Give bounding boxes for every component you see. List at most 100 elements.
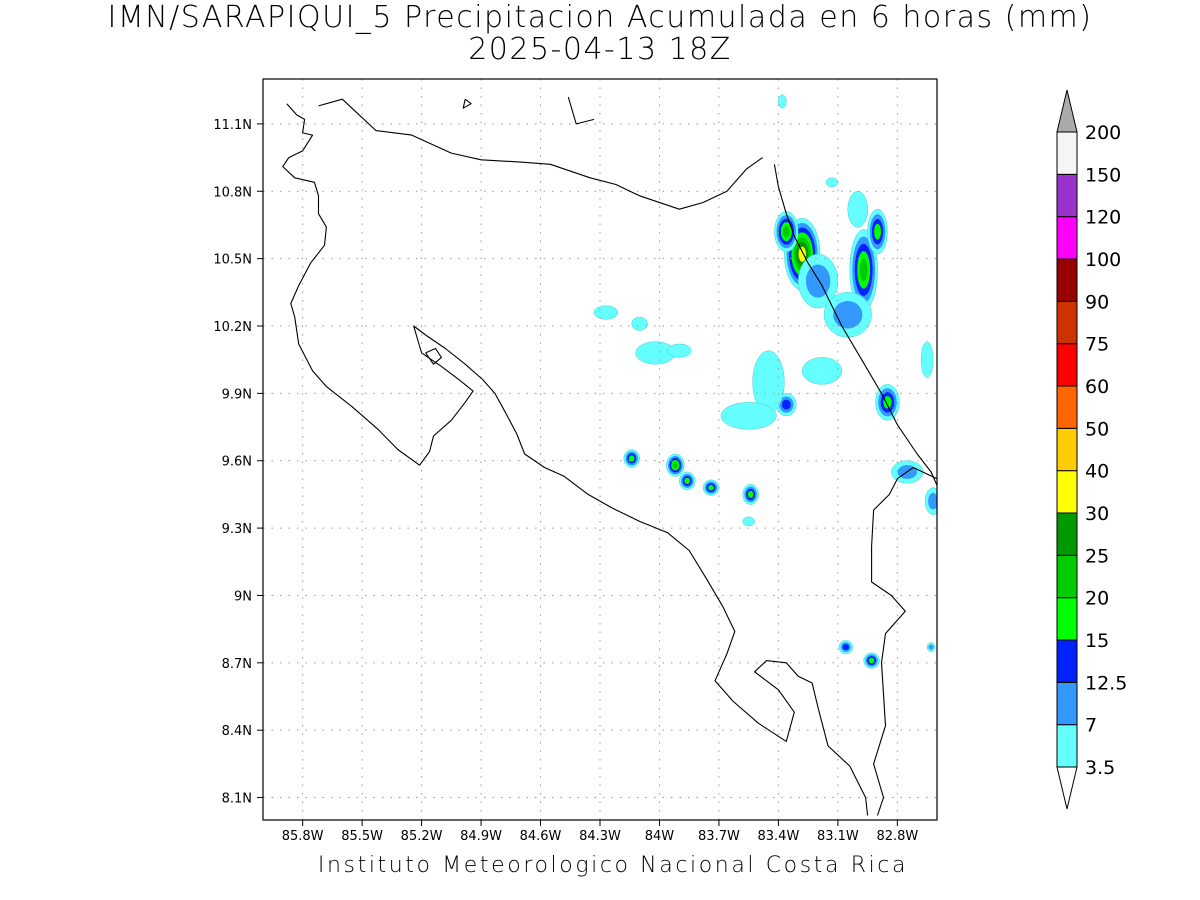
colorbar-legend: 3.5 7 12.5 15 20 25 30 40 50 60 75 90 100 120 150 200	[1056, 89, 1127, 810]
precip-cell	[778, 94, 787, 109]
country-border	[871, 466, 937, 816]
precip-contour-level-4	[874, 223, 881, 240]
colorbar-label: 75	[1085, 334, 1109, 356]
precip-contour-level-7	[798, 246, 806, 262]
colorbar-label: 120	[1085, 207, 1121, 229]
colorbar-segment	[1056, 300, 1078, 345]
precipitation-fields	[593, 94, 937, 669]
precip-cell	[838, 640, 854, 655]
colorbar-label: 200	[1085, 122, 1121, 144]
lat-tick-label: 11.1N	[213, 118, 252, 133]
precip-contour-level-1	[667, 343, 692, 358]
precip-cell	[823, 292, 872, 338]
precip-cell	[742, 516, 755, 527]
lon-tick-label: 83.7W	[698, 829, 740, 844]
precip-contour-level-1	[847, 191, 868, 228]
colorbar-label: 7	[1085, 715, 1097, 737]
precip-cell	[679, 471, 696, 491]
precip-cell	[867, 208, 888, 255]
country-border	[567, 96, 595, 125]
colorbar-segment	[1056, 470, 1078, 514]
precip-cell	[702, 479, 720, 496]
precip-cell	[825, 177, 839, 188]
lon-tick-label: 83.4W	[758, 829, 800, 844]
precip-contour-level-3	[842, 644, 849, 651]
precip-cell	[924, 487, 937, 515]
precip-contour-level-4	[684, 477, 690, 485]
colorbar-label: 50	[1085, 418, 1109, 440]
colorbar-segment	[1056, 131, 1078, 175]
precip-cell	[863, 652, 880, 669]
colorbar-segment	[1056, 681, 1078, 726]
lat-tick-label: 8.1N	[222, 792, 252, 807]
precip-contour-level-5	[672, 462, 678, 469]
precip-contour-level-2	[833, 300, 863, 329]
lat-tick-label: 8.7N	[222, 657, 252, 672]
precip-cell	[631, 316, 648, 331]
colorbar-label: 60	[1085, 376, 1109, 398]
precip-contour-level-1	[742, 516, 755, 527]
precip-contour-level-4	[868, 657, 875, 664]
precip-contour-level-2	[928, 492, 937, 510]
colorbar-label: 15	[1085, 630, 1109, 652]
lat-lon-grid	[263, 79, 937, 820]
precip-contour-level-4	[628, 455, 635, 462]
colorbar-above-arrow	[1056, 89, 1078, 133]
lon-tick-label: 82.8W	[876, 829, 918, 844]
lon-tick-label: 85.5W	[341, 829, 383, 844]
precip-cell	[774, 211, 799, 253]
colorbar-segment	[1056, 173, 1078, 218]
colorbar-segment	[1056, 385, 1078, 429]
precip-cell	[666, 453, 685, 477]
precip-cell	[920, 341, 934, 378]
lat-tick-label: 10.5N	[213, 253, 252, 268]
precip-cell	[667, 343, 692, 358]
precip-cell	[849, 229, 878, 311]
colorbar-label: 40	[1085, 461, 1109, 483]
country-border	[318, 98, 763, 210]
lake-outline	[425, 347, 442, 365]
precip-cell	[593, 305, 619, 320]
lat-tick-label: 10.2N	[213, 320, 252, 335]
colorbar-label: 12.5	[1085, 672, 1127, 694]
precip-contour-level-1	[801, 357, 843, 385]
lat-tick-label: 10.8N	[213, 185, 252, 200]
precip-contour-level-2	[805, 264, 831, 298]
colorbar-label: 30	[1085, 503, 1109, 525]
colorbar-label: 150	[1085, 164, 1121, 186]
colorbar-segment	[1056, 427, 1078, 472]
colorbar-segment	[1056, 343, 1078, 387]
lon-tick-label: 85.8W	[282, 829, 324, 844]
colorbar-segment	[1056, 597, 1078, 641]
coastline	[773, 164, 937, 486]
lon-tick-label: 84.6W	[520, 829, 562, 844]
lon-tick-label: 84.9W	[460, 829, 502, 844]
lon-tick-label: 84.3W	[579, 829, 621, 844]
precip-contour-level-3	[781, 399, 791, 410]
precip-cell	[801, 357, 843, 385]
colorbar-label: 25	[1085, 545, 1109, 567]
precip-cell	[926, 642, 936, 652]
colorbar-segment	[1056, 258, 1078, 302]
colorbar-label: 20	[1085, 588, 1109, 610]
precip-contour-level-1	[778, 94, 787, 109]
colorbar-label: 100	[1085, 249, 1121, 271]
footer-credit: Instituto Meteorologico Nacional Costa R…	[317, 853, 909, 878]
precip-contour-level-1	[593, 305, 619, 320]
precip-contour-level-1	[720, 402, 777, 430]
precip-contour-level-5	[859, 258, 868, 282]
lat-tick-label: 9N	[234, 589, 252, 604]
coastlines-and-borders	[282, 96, 937, 816]
lon-tick-label: 84W	[645, 829, 675, 844]
map-axes: 85.8W 85.5W 85.2W 84.9W 84.6W 84.3W 84W 83.7W 83…	[213, 118, 918, 844]
coastline	[282, 103, 869, 816]
lat-tick-label: 8.4N	[222, 724, 252, 739]
lake-outline	[462, 98, 472, 109]
precip-contour-level-4	[747, 490, 754, 498]
precip-cell	[847, 191, 868, 228]
lon-tick-label: 85.2W	[401, 829, 443, 844]
colorbar-segment	[1056, 216, 1078, 260]
precip-cell	[623, 449, 640, 468]
lat-tick-label: 9.3N	[222, 522, 252, 537]
